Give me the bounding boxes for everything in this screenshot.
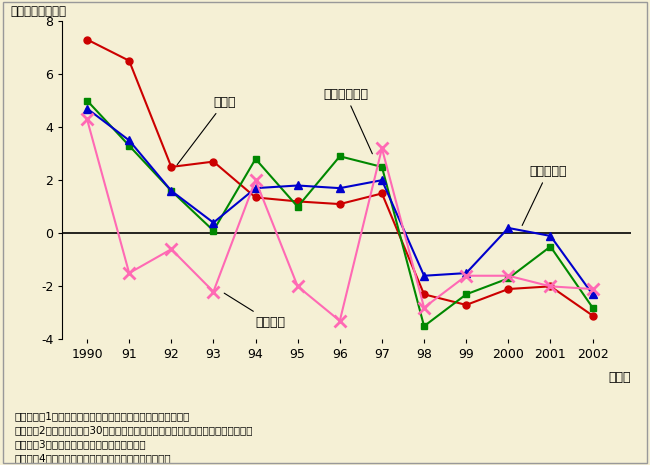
- Text: （備考）　1．厚生労働省「毎月勤労統計調査」により作成。
　　　　2．常用労働者が30人以上規模の事業所の産業別賃金の対前年比の推移。
　　　　3．「賃金」とは: （備考） 1．厚生労働省「毎月勤労統計調査」により作成。 2．常用労働者が30人…: [14, 411, 253, 463]
- Text: 建設業: 建設業: [177, 95, 236, 165]
- Text: 調査産業計: 調査産業計: [522, 165, 567, 226]
- Text: （年）: （年）: [608, 371, 630, 384]
- Text: 卧売・小売業: 卧売・小売業: [323, 87, 372, 154]
- Text: 不動産業: 不動産業: [224, 293, 285, 329]
- Text: （対前年比：％）: （対前年比：％）: [10, 5, 66, 18]
